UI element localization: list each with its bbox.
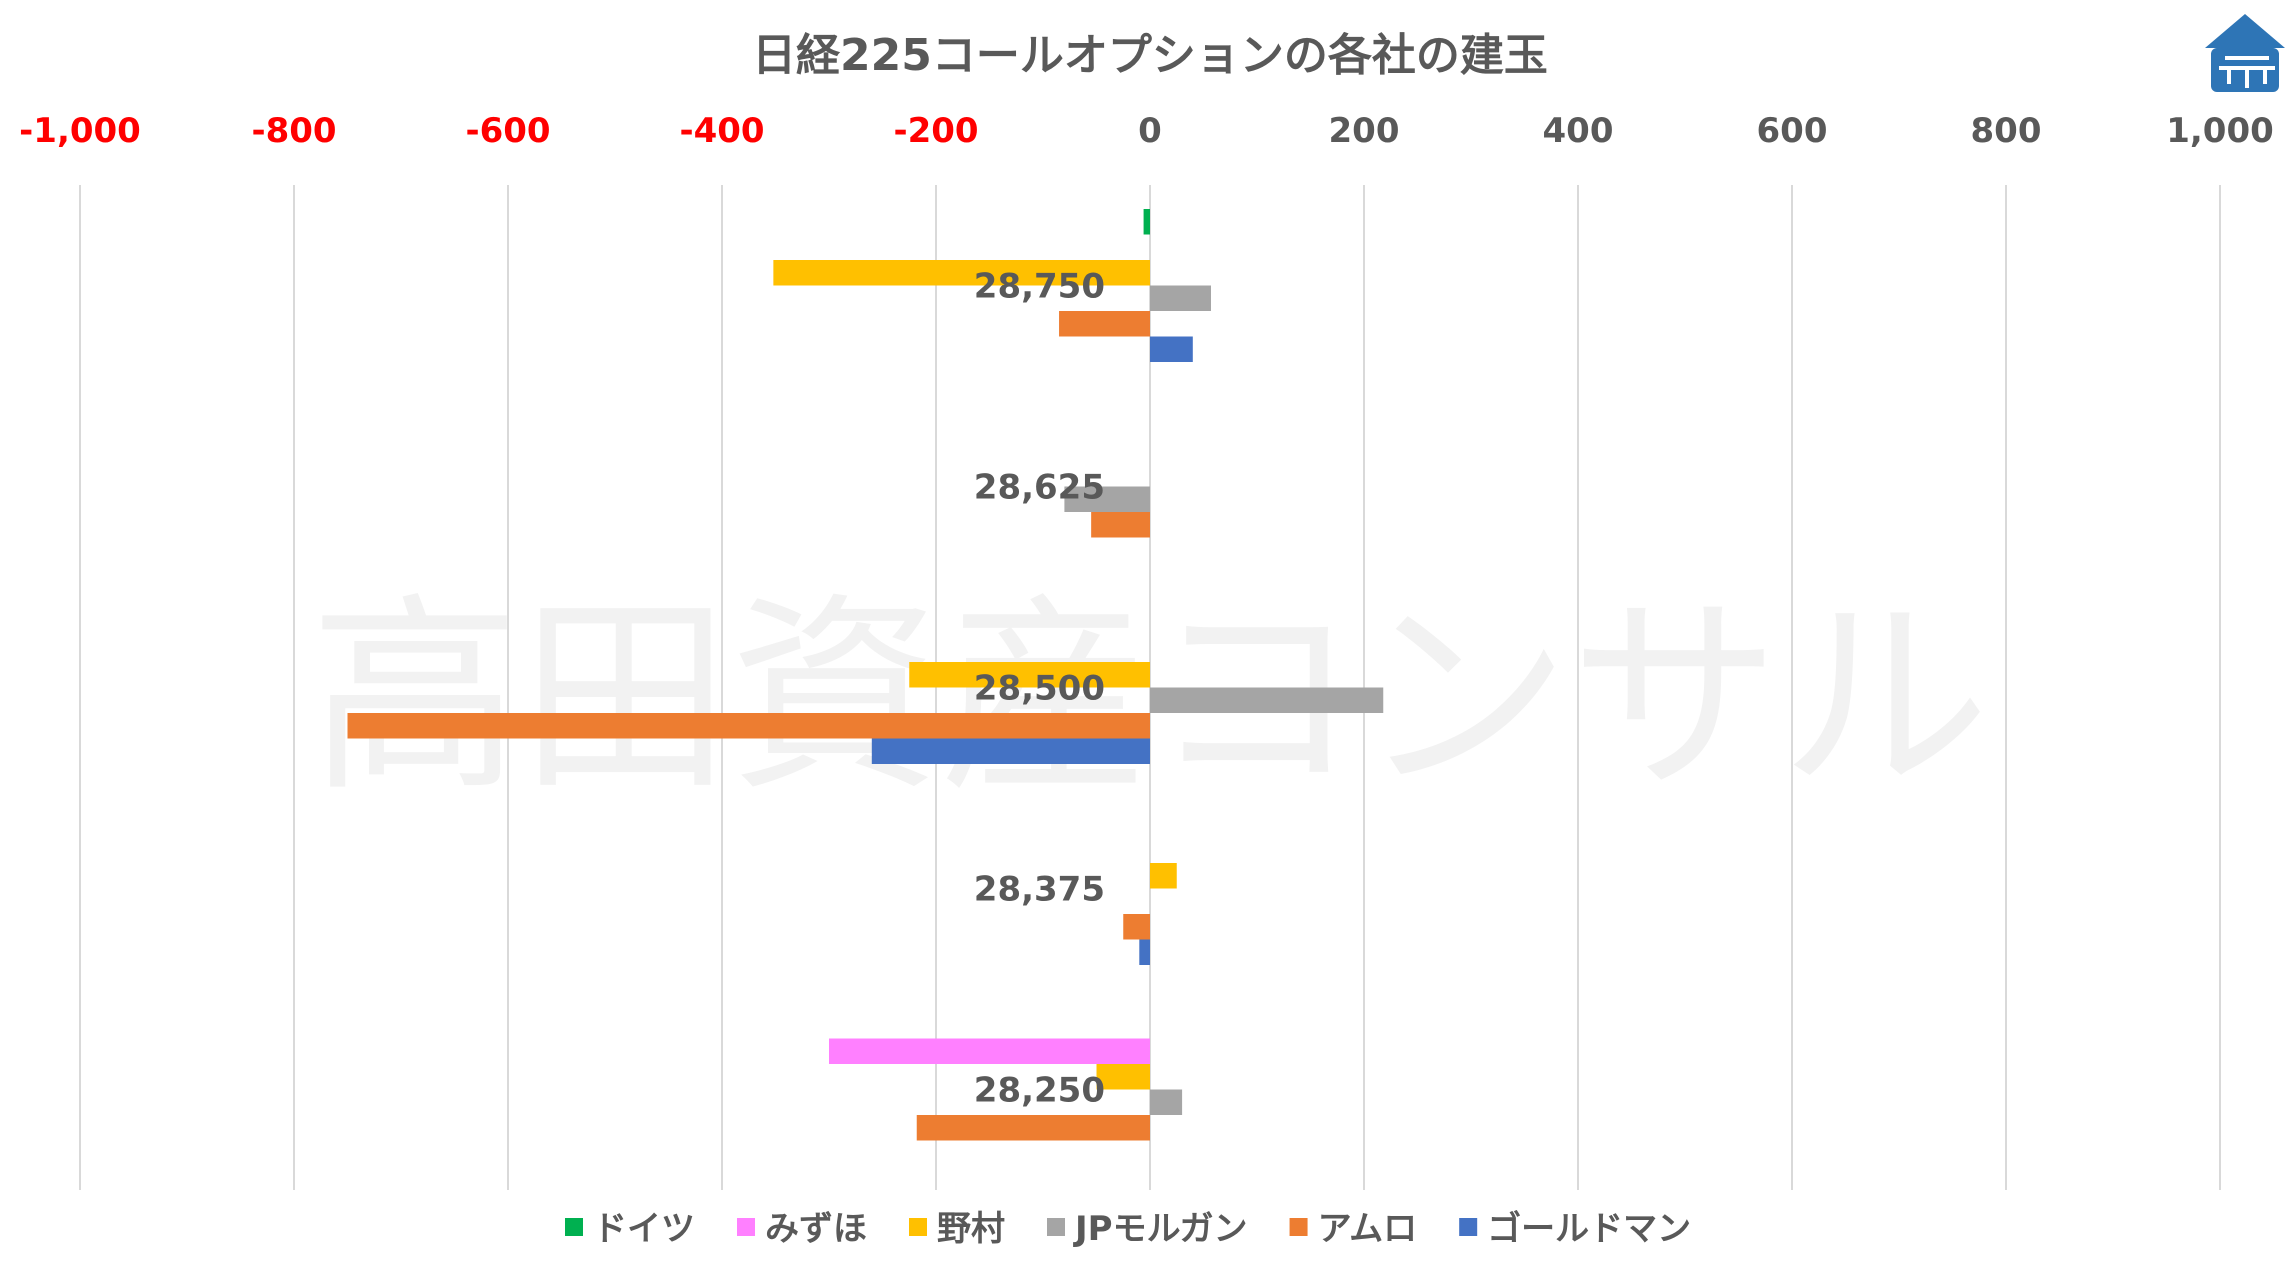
- legend-label: 野村: [937, 1209, 1005, 1249]
- bar: [1150, 1089, 1183, 1115]
- bar: [871, 738, 1150, 764]
- bar: [1143, 209, 1150, 235]
- bar: [773, 260, 1150, 286]
- category-label: 28,750: [974, 267, 1105, 307]
- x-tick-label: -800: [251, 111, 336, 151]
- bar: [1091, 512, 1150, 538]
- bars: [347, 209, 1384, 1141]
- category-label: 28,500: [974, 669, 1105, 709]
- bar: [1064, 486, 1150, 512]
- x-tick-label: 1,000: [2166, 111, 2274, 151]
- logo-icon: [2205, 14, 2285, 92]
- x-tick-label: 400: [1543, 111, 1614, 151]
- legend-swatch: [1289, 1218, 1308, 1236]
- legend-item: 野村: [909, 1209, 1005, 1249]
- legend-swatch: [737, 1218, 755, 1236]
- legend-item: JPモルガン: [1047, 1209, 1248, 1249]
- category-label: 28,625: [974, 468, 1105, 508]
- legend-label: ドイツ: [593, 1209, 695, 1249]
- legend-label: アムロ: [1318, 1209, 1418, 1249]
- legend-label: JPモルガン: [1073, 1209, 1248, 1249]
- x-tick-label: 600: [1757, 111, 1828, 151]
- legend-swatch: [565, 1218, 583, 1236]
- legend-swatch: [1047, 1218, 1065, 1236]
- legend: ドイツ みずほ 野村 JPモルガン アムロ ゴールドマン: [565, 1209, 1691, 1249]
- category-labels: 28,750 28,625 28,500 28,375 28,250: [974, 267, 1105, 1111]
- bar: [1096, 1064, 1150, 1090]
- bar: [1139, 939, 1150, 965]
- legend-swatch: [1459, 1218, 1478, 1236]
- x-axis-ticks: -1,000 -800 -600 -400 -200 0 200 400 600 800 1,000: [19, 111, 2274, 151]
- bar: [1150, 863, 1177, 889]
- legend-label: みずほ: [765, 1209, 867, 1249]
- x-tick-label: 0: [1138, 111, 1162, 151]
- bar: [1059, 311, 1150, 337]
- bar: [1150, 336, 1193, 362]
- bar: [1150, 687, 1384, 713]
- bar: [829, 1038, 1150, 1064]
- x-tick-label: 800: [1971, 111, 2042, 151]
- legend-item: ゴールドマン: [1459, 1209, 1691, 1249]
- category-label: 28,250: [974, 1071, 1105, 1111]
- chart-title: 日経225コールオプションの各社の建玉: [752, 30, 1548, 81]
- x-tick-label: -1,000: [19, 111, 141, 151]
- legend-swatch: [909, 1218, 927, 1236]
- x-tick-label: -400: [679, 111, 764, 151]
- legend-label: ゴールドマン: [1487, 1209, 1691, 1249]
- legend-item: みずほ: [737, 1209, 867, 1249]
- x-tick-label: 200: [1329, 111, 1400, 151]
- bar: [1123, 914, 1150, 940]
- x-tick-label: -600: [465, 111, 550, 151]
- x-tick-label: -200: [893, 111, 978, 151]
- bar: [347, 713, 1150, 739]
- bar: [916, 1115, 1150, 1141]
- legend-item: アムロ: [1289, 1209, 1418, 1249]
- legend-item: ドイツ: [565, 1209, 695, 1249]
- bar: [909, 662, 1150, 688]
- bar: [1150, 285, 1211, 311]
- category-label: 28,375: [974, 870, 1105, 910]
